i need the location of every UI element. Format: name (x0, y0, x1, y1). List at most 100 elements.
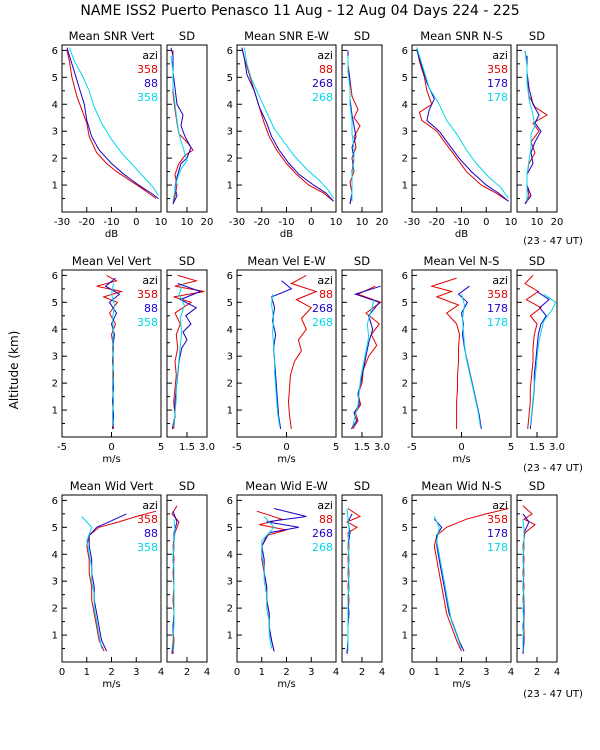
x-tick-label: 10 (356, 217, 369, 228)
plot-frame (516, 269, 558, 438)
y-tick-label: 1 (402, 406, 408, 417)
x-tick-label: 1 (434, 667, 440, 678)
y-tick-label: 4 (52, 550, 58, 561)
x-tick-label: 4 (333, 667, 339, 678)
x-tick-label: 20 (376, 217, 389, 228)
legend-entry-red: 358 (137, 513, 158, 526)
series-line-blue-268 (350, 285, 381, 430)
x-tick-label: 10 (330, 217, 343, 228)
x-tick-label: 5 (158, 442, 164, 453)
series-line-cyan-178 (461, 294, 481, 427)
series-line-blue-178 (457, 285, 482, 429)
panel-title: SD (529, 479, 545, 493)
y-tick-label: 1 (227, 181, 233, 192)
x-tick-label: 20 (201, 217, 214, 228)
legend-header: azi (317, 49, 333, 62)
x-tick-label: 20 (551, 217, 564, 228)
series-line-cyan-358 (173, 283, 185, 427)
panel-title: Mean Wid Vert (70, 479, 154, 493)
y-tick-label: 2 (52, 154, 58, 165)
x-tick-label: -20 (79, 217, 95, 228)
legend-entry-blue: 178 (487, 302, 508, 315)
x-tick-label: 0 (133, 217, 139, 228)
y-tick-label: 2 (402, 604, 408, 615)
y-tick-label: 4 (52, 100, 58, 111)
ut-range-label-row3: (23 - 47 UT) (523, 689, 583, 700)
legend-entry-cyan: 268 (312, 91, 333, 104)
y-tick-label: 3 (52, 352, 58, 363)
y-tick-label: 2 (402, 154, 408, 165)
legend-entry-cyan: 358 (137, 316, 158, 329)
y-tick-label: 4 (402, 550, 408, 561)
x-tick-label: 10 (505, 217, 518, 228)
series-line-blue-268 (261, 508, 307, 652)
panel-title: Mean Wid E-W (245, 479, 328, 493)
y-tick-label: 1 (52, 631, 58, 642)
series-line-cyan-178 (522, 519, 525, 652)
x-tick-label: 0 (283, 442, 289, 453)
series-line-red-88 (287, 274, 318, 429)
x-tick-label: 1.5 (179, 442, 195, 453)
x-tick-label: 1.5 (529, 442, 545, 453)
y-tick-label: 4 (227, 100, 233, 111)
series-line-red-88 (241, 47, 334, 202)
series-line-cyan-358 (172, 519, 176, 652)
x-tick-label: 0 (409, 667, 415, 678)
y-tick-label: 6 (402, 46, 408, 57)
legend-entry-red: 358 (487, 513, 508, 526)
legend-entry-blue: 88 (144, 302, 158, 315)
legend-entry-cyan: 178 (487, 541, 508, 554)
y-tick-label: 3 (402, 127, 408, 138)
panel-6: SD 10 20 (516, 29, 564, 228)
x-tick-label: 2 (534, 667, 540, 678)
series-line-red-358 (66, 50, 157, 199)
panel-title: Mean Wid N-S (421, 479, 501, 493)
panel-2: SD 10 20 (166, 29, 214, 228)
y-tick-label: 4 (402, 325, 408, 336)
y-tick-label: 1 (52, 181, 58, 192)
x-tick-label: 0 (234, 667, 240, 678)
series-line-cyan-178 (524, 50, 536, 202)
y-tick-label: 5 (52, 523, 58, 534)
x-tick-label: 0 (308, 217, 314, 228)
legend-entry-red: 358 (137, 63, 158, 76)
x-tick-label: 1.5 (354, 442, 370, 453)
legend-header: azi (492, 499, 508, 512)
legend-entry-red: 88 (319, 288, 333, 301)
y-tick-label: 1 (402, 181, 408, 192)
x-tick-label: -10 (103, 217, 119, 228)
legend-header: azi (317, 499, 333, 512)
y-tick-label: 1 (52, 406, 58, 417)
legend-entry-cyan: 358 (137, 541, 158, 554)
panel-18: SD 2 4 (516, 479, 560, 678)
y-tick-label: 5 (227, 523, 233, 534)
figure-title: NAME ISS2 Puerto Penasco 11 Aug - 12 Aug… (80, 3, 519, 19)
legend-entry-blue: 268 (312, 527, 333, 540)
x-tick-label: 0 (483, 217, 489, 228)
legend-entry-red: 358 (137, 288, 158, 301)
series-line-cyan-358 (68, 47, 159, 197)
series-line-red-358 (173, 274, 205, 429)
legend-entry-red: 358 (487, 63, 508, 76)
series-line-blue-88 (170, 47, 192, 205)
panel-title: Mean SNR E-W (244, 29, 329, 43)
y-tick-label: 1 (227, 406, 233, 417)
series-line-cyan-268 (346, 508, 350, 652)
y-tick-label: 5 (227, 298, 233, 309)
x-tick-label: 3 (483, 667, 489, 678)
x-tick-label: 4 (554, 667, 560, 678)
x-tick-label: 3 (308, 667, 314, 678)
x-tick-label: 4 (158, 667, 164, 678)
y-tick-label: 1 (227, 631, 233, 642)
y-tick-label: 5 (402, 73, 408, 84)
x-tick-label: 0 (458, 442, 464, 453)
y-tick-label: 5 (402, 523, 408, 534)
series-line-red-358 (86, 510, 157, 652)
x-tick-label: -30 (54, 217, 70, 228)
series-line-cyan-268 (271, 294, 281, 427)
